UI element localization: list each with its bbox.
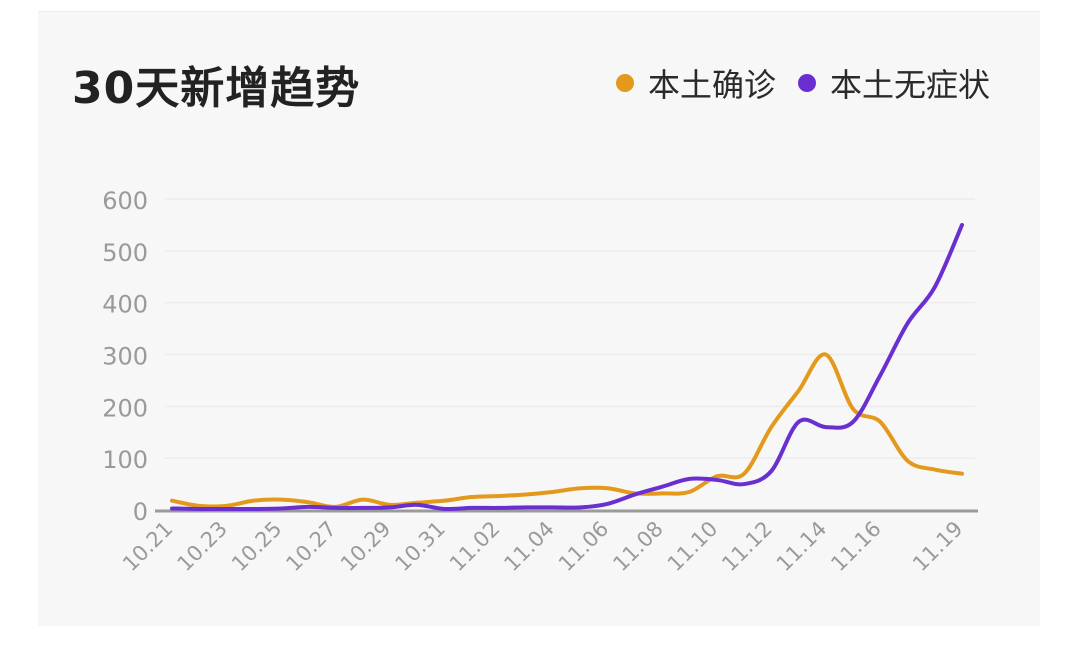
y-tick-label: 500 xyxy=(102,239,148,267)
y-tick-label: 300 xyxy=(102,343,148,371)
x-tick-label: 10.29 xyxy=(336,517,395,576)
legend-label-confirmed: 本土确诊 xyxy=(647,66,776,104)
x-tick-label: 11.06 xyxy=(554,517,613,576)
y-tick-label: 400 xyxy=(102,291,148,319)
x-tick-label: 10.27 xyxy=(281,517,340,576)
y-tick-label: 100 xyxy=(102,446,148,474)
y-tick-label: 200 xyxy=(102,394,148,422)
legend-item-asymptomatic[interactable]: 本土无症状 xyxy=(797,60,990,106)
series-line-asymptomatic xyxy=(170,222,964,512)
x-tick-label: 10.25 xyxy=(227,517,286,576)
x-tick-label: 11.10 xyxy=(663,517,722,576)
legend-dot-confirmed-icon xyxy=(615,74,634,92)
x-tick-label: 10.23 xyxy=(173,517,232,576)
x-tick-label: 11.14 xyxy=(772,517,831,576)
x-tick-label: 11.02 xyxy=(445,517,504,576)
chart-title: 30天新增趋势 xyxy=(72,63,361,114)
y-tick-label: 0 xyxy=(133,498,148,526)
legend-dot-asymptomatic-icon xyxy=(797,74,816,92)
x-tick-label: 11.19 xyxy=(908,517,967,576)
legend-label-asymptomatic: 本土无症状 xyxy=(829,66,990,104)
chart-card xyxy=(38,11,1040,626)
x-tick-label: 11.12 xyxy=(717,517,776,576)
series-line-confirmed xyxy=(170,352,964,509)
y-tick-label: 600 xyxy=(102,187,148,215)
x-tick-label: 11.08 xyxy=(608,517,667,576)
legend-item-confirmed[interactable]: 本土确诊 xyxy=(615,60,776,106)
chart-legend: 本土确诊 本土无症状 xyxy=(594,60,990,106)
x-tick-label: 11.16 xyxy=(826,517,885,576)
x-tick-label: 11.04 xyxy=(499,517,558,576)
x-tick-label: 10.31 xyxy=(390,517,449,576)
